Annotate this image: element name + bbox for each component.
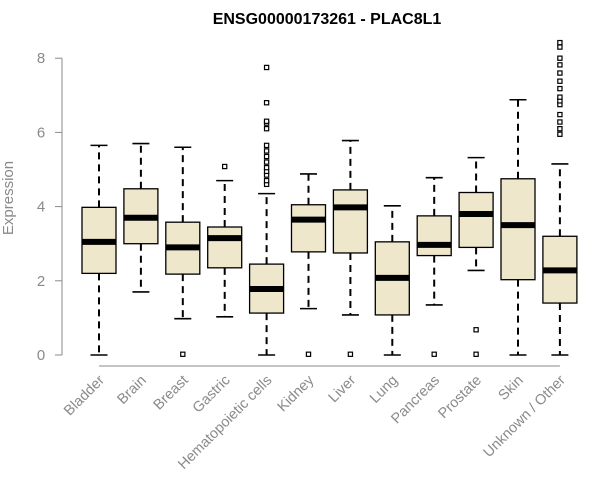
outlier-point	[557, 39, 563, 46]
outlier-point	[263, 153, 270, 160]
outlier-point	[557, 55, 563, 61]
outlier-point	[263, 164, 270, 171]
box-group	[248, 64, 285, 356]
box-group	[374, 205, 410, 356]
box-iqr	[458, 191, 494, 249]
y-tick-label: 8	[37, 50, 45, 67]
outlier-point	[263, 148, 270, 154]
outlier-point	[305, 351, 312, 357]
box-group	[542, 39, 578, 356]
y-tick-label: 6	[37, 124, 45, 141]
outlier-point	[557, 131, 563, 137]
box-iqr	[207, 226, 243, 269]
outlier-point	[263, 177, 270, 184]
outlier-point	[222, 163, 228, 170]
x-category-label: Bladder	[61, 372, 108, 419]
outlier-point	[557, 85, 563, 92]
y-tick-label: 0	[37, 347, 45, 364]
box-group	[165, 146, 201, 357]
outlier-point	[263, 159, 270, 165]
outlier-point	[557, 62, 563, 68]
outlier-point	[473, 351, 479, 357]
box-group	[290, 173, 327, 357]
chart-title: ENSG00000173261 - PLAC8L1	[213, 11, 442, 28]
x-category-label: Liver	[326, 372, 360, 406]
box-iqr	[290, 204, 327, 253]
box-iqr	[332, 189, 369, 254]
box-iqr	[416, 215, 452, 257]
y-axis-label: Expression	[0, 161, 17, 235]
outlier-point	[431, 351, 437, 357]
x-category-label: Kidney	[275, 372, 318, 415]
x-category-label: Lung	[367, 373, 401, 407]
box-group	[207, 163, 243, 318]
x-category-label: Prostate	[435, 373, 484, 422]
outlier-point	[557, 111, 563, 118]
outlier-point	[180, 351, 186, 357]
box-group	[332, 139, 369, 357]
box-group	[416, 176, 452, 357]
box-group	[500, 98, 536, 356]
box-series	[81, 39, 578, 357]
outlier-point	[263, 118, 270, 124]
outlier-point	[263, 142, 270, 149]
outlier-point	[557, 125, 563, 132]
box-iqr	[500, 178, 536, 281]
x-category-label: Skin	[496, 373, 527, 404]
outlier-point	[557, 119, 563, 125]
y-axis-ticks: 0 2 4 6 8	[37, 50, 62, 364]
outlier-point	[347, 351, 354, 357]
outlier-point	[557, 94, 563, 100]
y-tick-label: 2	[37, 273, 45, 290]
outlier-point	[263, 64, 270, 71]
x-category-label: Breast	[151, 373, 192, 414]
outlier-point	[263, 125, 270, 132]
outlier-point	[557, 70, 563, 76]
outlier-point	[263, 100, 270, 106]
box-group	[81, 144, 117, 356]
outlier-point	[473, 327, 479, 333]
outlier-point	[557, 78, 563, 84]
box-group	[123, 142, 159, 293]
outlier-point	[557, 44, 563, 50]
y-tick-label: 4	[37, 199, 45, 216]
x-category-label: Brain	[114, 373, 149, 408]
box-group	[458, 156, 494, 357]
